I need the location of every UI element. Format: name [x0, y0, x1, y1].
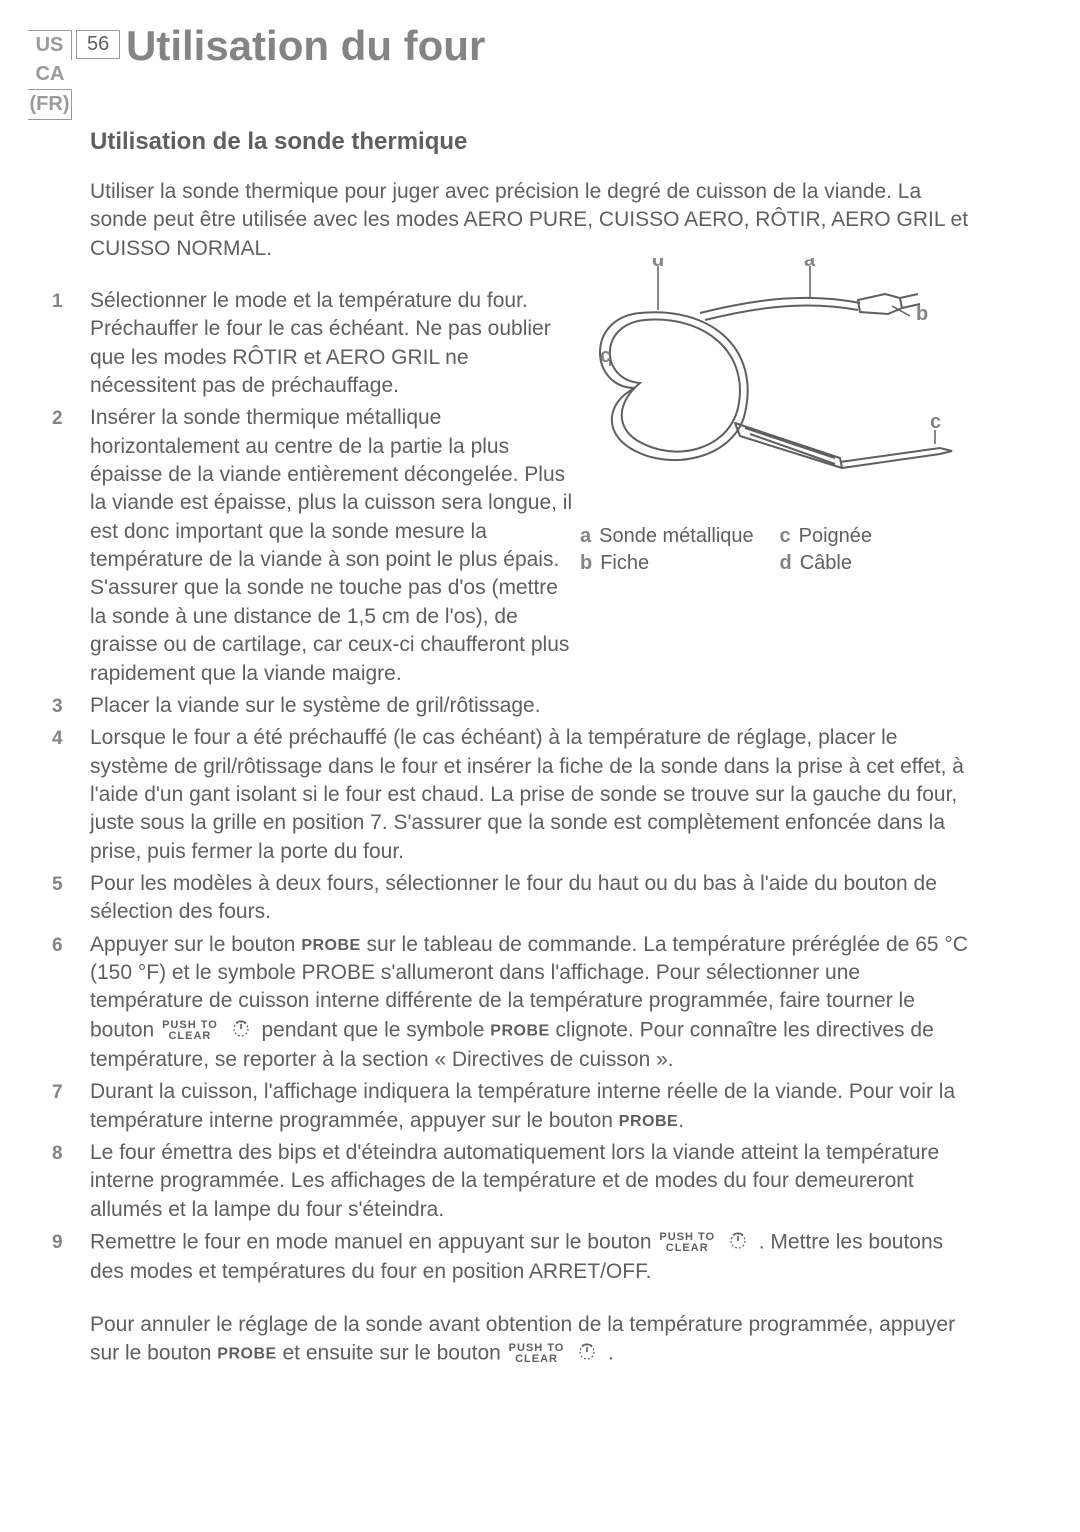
page-title: Utilisation du four: [126, 22, 485, 70]
probe-diagram: d a b c c aSonde métallique cPoignée bFi…: [580, 258, 955, 575]
step-number: 8: [52, 1141, 63, 1167]
step-4: 4 Lorsque le four a été préchauffé (le c…: [90, 724, 970, 866]
legend-item-a: aSonde métallique: [580, 525, 756, 548]
diagram-label-b: b: [916, 303, 928, 325]
step-text: Durant la cuisson, l'affichage indiquera…: [90, 1078, 970, 1135]
step-number: 1: [52, 289, 63, 315]
diagram-label-c2: c: [930, 411, 941, 433]
step-text: Le four émettra des bips et d'éteindra a…: [90, 1139, 970, 1224]
step-number: 9: [52, 1230, 63, 1256]
push-to-clear-label: PUSH TOCLEAR: [509, 1343, 565, 1365]
step-7: 7 Durant la cuisson, l'affichage indique…: [90, 1078, 970, 1135]
diagram-label-c: c: [600, 345, 611, 367]
step-text: Sélectionner le mode et la température d…: [90, 287, 580, 400]
lang-tab-fr: (FR): [28, 89, 72, 120]
step-number: 6: [52, 933, 63, 959]
step-text: Appuyer sur le bouton PROBE sur le table…: [90, 931, 970, 1075]
probe-label: PROBE: [217, 1346, 276, 1363]
step-number: 4: [52, 726, 63, 752]
step-number: 3: [52, 694, 63, 720]
diagram-legend: aSonde métallique cPoignée bFiche dCâble: [580, 525, 955, 575]
step-number: 2: [52, 406, 63, 432]
step-8: 8 Le four émettra des bips et d'éteindra…: [90, 1139, 970, 1224]
step-number: 5: [52, 872, 63, 898]
legend-item-d: dCâble: [780, 552, 956, 575]
legend-item-b: bFiche: [580, 552, 756, 575]
probe-label: PROBE: [619, 1113, 678, 1130]
page-number: 56: [76, 30, 120, 59]
push-to-clear-label: PUSH TOCLEAR: [659, 1232, 715, 1254]
section-heading: Utilisation de la sonde thermique: [90, 128, 970, 156]
diagram-label-a: a: [804, 258, 816, 271]
lang-tab-us: US: [28, 30, 72, 60]
push-to-clear-label: PUSH TOCLEAR: [162, 1020, 218, 1042]
language-tabs: US CA (FR): [28, 30, 72, 120]
lang-tab-ca: CA: [28, 60, 72, 89]
step-number: 7: [52, 1080, 63, 1106]
step-3: 3 Placer la viande sur le système de gri…: [90, 692, 970, 720]
step-5: 5 Pour les modèles à deux fours, sélecti…: [90, 870, 970, 927]
step-9: 9 Remettre le four en mode manuel en app…: [90, 1228, 970, 1287]
step-text: Placer la viande sur le système de gril/…: [90, 692, 580, 720]
probe-diagram-svg: d a b c c: [580, 258, 955, 508]
legend-item-c: cPoignée: [780, 525, 956, 548]
knob-icon: [230, 1016, 252, 1046]
step-text: Pour les modèles à deux fours, sélection…: [90, 870, 970, 927]
knob-icon: [576, 1339, 598, 1369]
probe-label: PROBE: [490, 1022, 549, 1039]
step-text: Lorsque le four a été préchauffé (le cas…: [90, 724, 970, 866]
step-text: Insérer la sonde thermique métallique ho…: [90, 404, 580, 687]
probe-label: PROBE: [301, 937, 360, 954]
knob-icon: [727, 1228, 749, 1258]
step-6: 6 Appuyer sur le bouton PROBE sur le tab…: [90, 931, 970, 1075]
step-text: Remettre le four en mode manuel en appuy…: [90, 1228, 970, 1287]
diagram-label-d: d: [652, 258, 664, 271]
intro-paragraph: Utiliser la sonde thermique pour juger a…: [90, 178, 970, 263]
outro-paragraph: Pour annuler le réglage de la sonde avan…: [90, 1311, 970, 1370]
